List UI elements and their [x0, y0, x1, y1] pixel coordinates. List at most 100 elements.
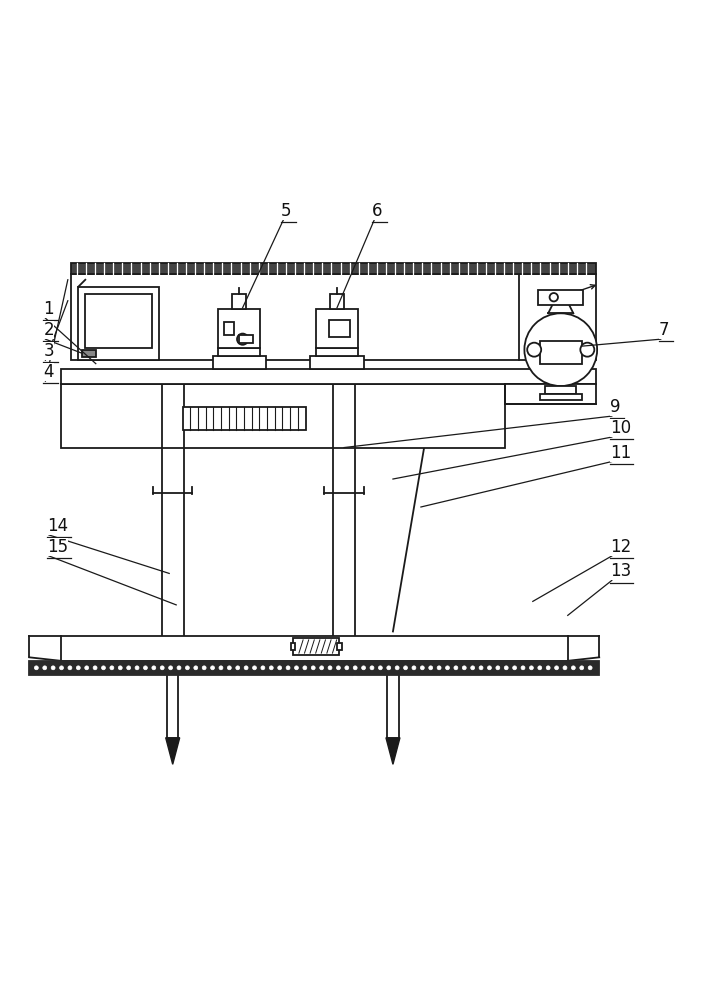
Circle shape — [387, 666, 391, 670]
Circle shape — [236, 666, 239, 670]
Bar — [538, 290, 583, 305]
Bar — [239, 335, 253, 343]
Text: 5: 5 — [281, 202, 291, 220]
Circle shape — [504, 666, 508, 670]
Text: 14: 14 — [47, 517, 68, 535]
Circle shape — [51, 666, 55, 670]
Circle shape — [295, 666, 298, 670]
Circle shape — [43, 666, 47, 670]
Bar — [540, 394, 582, 400]
Circle shape — [303, 666, 307, 670]
Bar — [86, 294, 152, 348]
Circle shape — [512, 666, 517, 670]
Circle shape — [588, 666, 592, 670]
Circle shape — [581, 343, 595, 357]
Circle shape — [219, 666, 223, 670]
Bar — [224, 322, 234, 335]
Circle shape — [563, 666, 567, 670]
Bar — [316, 348, 358, 356]
Bar — [540, 341, 582, 364]
Text: 12: 12 — [610, 538, 631, 556]
Circle shape — [420, 666, 424, 670]
Bar — [329, 320, 350, 337]
Circle shape — [270, 666, 273, 670]
Circle shape — [194, 666, 198, 670]
Circle shape — [93, 666, 97, 670]
Circle shape — [152, 666, 156, 670]
Bar — [218, 309, 260, 348]
Circle shape — [429, 666, 432, 670]
Text: 3: 3 — [44, 342, 54, 360]
Bar — [29, 661, 600, 675]
Bar — [82, 350, 95, 357]
Circle shape — [454, 666, 458, 670]
Circle shape — [286, 666, 290, 670]
Text: 13: 13 — [610, 562, 631, 580]
Circle shape — [253, 666, 256, 670]
Circle shape — [362, 666, 366, 670]
Circle shape — [404, 666, 407, 670]
Circle shape — [487, 666, 491, 670]
Circle shape — [521, 666, 525, 670]
Circle shape — [77, 666, 80, 670]
Bar — [61, 636, 568, 661]
Circle shape — [571, 666, 576, 670]
Circle shape — [119, 666, 122, 670]
Circle shape — [496, 666, 500, 670]
Bar — [291, 643, 295, 650]
Circle shape — [261, 666, 265, 670]
Circle shape — [143, 666, 147, 670]
Circle shape — [34, 666, 39, 670]
Circle shape — [110, 666, 114, 670]
Circle shape — [211, 666, 215, 670]
Text: 1: 1 — [44, 300, 54, 318]
Circle shape — [370, 666, 374, 670]
Text: 4: 4 — [44, 363, 54, 381]
Polygon shape — [386, 738, 400, 764]
Circle shape — [311, 666, 315, 670]
Circle shape — [336, 666, 340, 670]
Circle shape — [85, 666, 88, 670]
Circle shape — [479, 666, 483, 670]
Text: 10: 10 — [610, 419, 631, 437]
Circle shape — [68, 666, 72, 670]
Circle shape — [529, 666, 534, 670]
Bar — [338, 643, 342, 650]
Bar — [545, 386, 576, 394]
Text: 7: 7 — [658, 321, 669, 339]
Circle shape — [527, 343, 541, 357]
Circle shape — [126, 666, 131, 670]
Circle shape — [185, 666, 190, 670]
Circle shape — [437, 666, 441, 670]
Circle shape — [328, 666, 332, 670]
Bar — [218, 348, 260, 356]
Circle shape — [395, 666, 399, 670]
Circle shape — [168, 666, 173, 670]
Circle shape — [60, 666, 63, 670]
Text: 6: 6 — [372, 202, 383, 220]
Bar — [183, 407, 305, 430]
Circle shape — [412, 666, 416, 670]
Circle shape — [135, 666, 139, 670]
Bar — [72, 263, 596, 274]
Bar — [79, 287, 159, 360]
Circle shape — [319, 666, 324, 670]
Text: 11: 11 — [610, 444, 631, 462]
Circle shape — [353, 666, 357, 670]
Circle shape — [555, 666, 559, 670]
Circle shape — [524, 313, 597, 386]
Circle shape — [378, 666, 383, 670]
Bar — [213, 356, 265, 369]
Circle shape — [463, 666, 466, 670]
Circle shape — [227, 666, 231, 670]
Bar — [310, 356, 364, 369]
Circle shape — [345, 666, 349, 670]
Bar — [61, 384, 505, 448]
Circle shape — [177, 666, 181, 670]
Circle shape — [102, 666, 105, 670]
Bar — [72, 274, 596, 360]
Circle shape — [538, 666, 542, 670]
Circle shape — [446, 666, 449, 670]
Bar — [330, 294, 344, 309]
Circle shape — [160, 666, 164, 670]
